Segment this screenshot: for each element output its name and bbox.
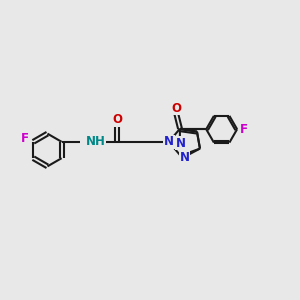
Text: F: F — [21, 132, 29, 145]
Text: F: F — [240, 123, 248, 136]
Text: O: O — [112, 113, 122, 126]
Text: N: N — [164, 135, 174, 148]
Text: N: N — [176, 137, 185, 150]
Text: N: N — [180, 151, 190, 164]
Text: NH: NH — [85, 135, 105, 148]
Text: O: O — [171, 102, 182, 115]
